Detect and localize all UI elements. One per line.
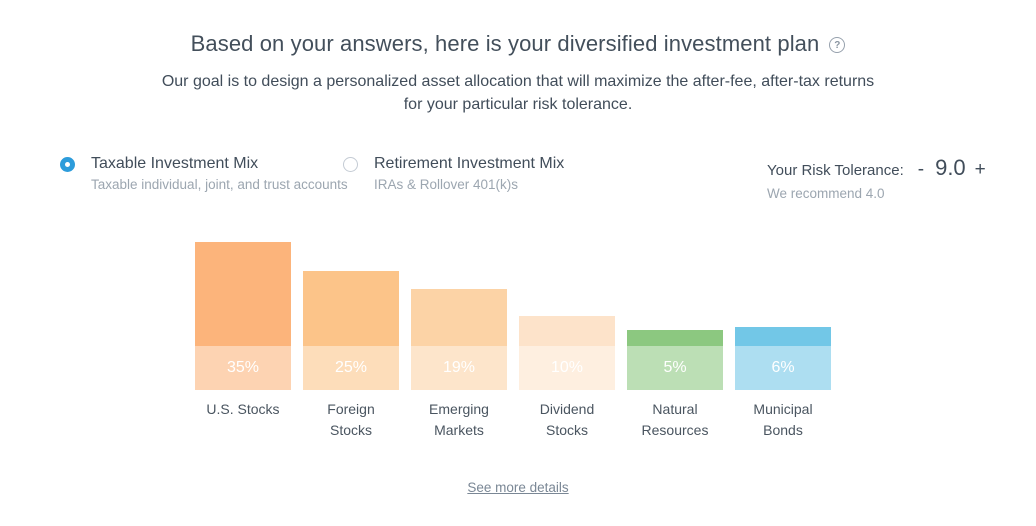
bar-value-label: 6% <box>771 359 795 376</box>
bar-value-label: 25% <box>334 359 368 376</box>
risk-recommendation: We recommend 4.0 <box>767 186 885 201</box>
footer: See more details <box>0 479 1036 497</box>
bar-value-strip: 19% <box>411 346 507 390</box>
option-description: IRAs & Rollover 401(k)s <box>374 177 519 192</box>
bar-u-s-stocks[interactable]: 35% <box>195 242 291 390</box>
bar-natural-resources[interactable]: 5% <box>627 330 723 390</box>
bar-category-label: Dividend Stocks <box>539 401 595 438</box>
bar-chart-labels: U.S. Stocks Foreign Stocks Emerging Market… <box>189 399 837 441</box>
option-label[interactable]: Taxable Investment Mix <box>91 155 259 172</box>
bar-value-label: 19% <box>442 359 476 376</box>
header: Based on your answers, here is your dive… <box>0 31 1036 116</box>
risk-increase-button[interactable]: + <box>974 159 986 180</box>
bar-category-label: Foreign Stocks <box>327 401 375 438</box>
see-more-details-link[interactable]: See more details <box>467 480 569 495</box>
page-subtitle: Our goal is to design a personalized ass… <box>161 73 875 113</box>
bar-category-label: Emerging Markets <box>429 401 489 438</box>
bar-emerging-markets[interactable]: 19% <box>411 289 507 390</box>
radio-selected-icon[interactable] <box>60 157 75 172</box>
bar-value-strip: 6% <box>735 346 831 390</box>
title-row: Based on your answers, here is your dive… <box>0 31 1036 57</box>
bar-value-label: 35% <box>226 359 260 376</box>
bar-category-label: Municipal Bonds <box>753 401 813 438</box>
page-title: Based on your answers, here is your dive… <box>190 31 820 56</box>
option-text: Taxable Investment Mix Taxable individua… <box>91 155 348 192</box>
bar-category-label: U.S. Stocks <box>206 401 280 417</box>
risk-tolerance-row: Your Risk Tolerance: - 9.0 + <box>767 155 988 181</box>
bar-category-label: Natural Resources <box>641 401 709 438</box>
bar-chart-bars: 35% 25% 19% 10% 5% 6% <box>195 242 831 390</box>
option-taxable-investment-mix[interactable]: Taxable Investment Mix Taxable individua… <box>60 155 348 192</box>
radio-dot <box>65 162 70 167</box>
radio-unselected-icon[interactable] <box>343 157 358 172</box>
bar-value-strip: 5% <box>627 346 723 390</box>
option-description: Taxable individual, joint, and trust acc… <box>91 177 348 192</box>
bar-value-strip: 10% <box>519 346 615 390</box>
bar-value-strip: 25% <box>303 346 399 390</box>
risk-tolerance-label: Your Risk Tolerance: <box>767 162 904 179</box>
risk-tolerance-panel: Your Risk Tolerance: - 9.0 + We recommen… <box>767 155 988 201</box>
risk-value: 9.0 <box>935 155 966 180</box>
bar-dividend-stocks[interactable]: 10% <box>519 316 615 390</box>
bar-value-label: 10% <box>550 359 584 376</box>
bar-foreign-stocks[interactable]: 25% <box>303 271 399 390</box>
risk-decrease-button[interactable]: - <box>917 159 925 180</box>
option-label[interactable]: Retirement Investment Mix <box>374 155 565 172</box>
bar-value-strip: 35% <box>195 346 291 390</box>
bar-value-label: 5% <box>663 359 687 376</box>
option-retirement-investment-mix[interactable]: Retirement Investment Mix IRAs & Rollove… <box>343 155 564 192</box>
bar-municipal-bonds[interactable]: 6% <box>735 327 831 390</box>
option-text: Retirement Investment Mix IRAs & Rollove… <box>374 155 564 192</box>
help-icon[interactable]: ? <box>829 37 846 53</box>
